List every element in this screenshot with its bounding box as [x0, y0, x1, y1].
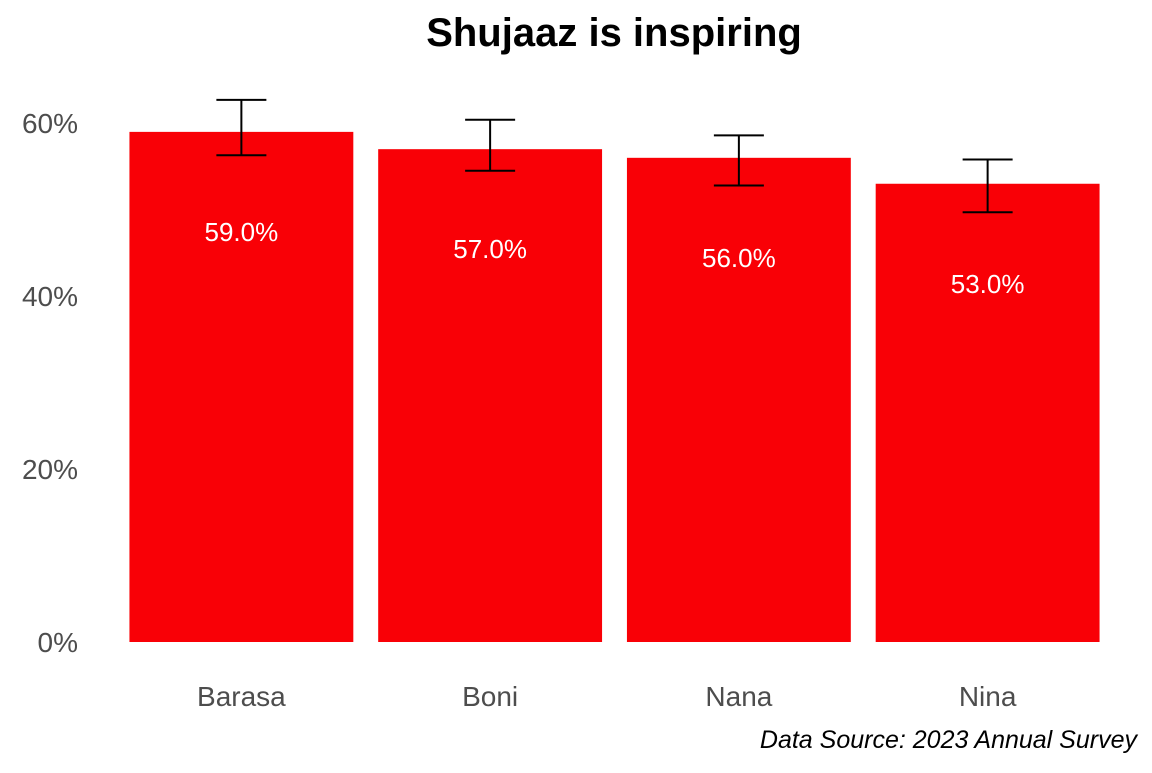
- y-tick-label-20: 20%: [22, 454, 78, 485]
- y-tick-label-60: 60%: [22, 108, 78, 139]
- bar-value-label-nina: 53.0%: [951, 269, 1025, 299]
- bars-layer: [129, 131, 1100, 643]
- bar-labels-layer: 59.0% 57.0% 56.0% 53.0%: [205, 217, 1025, 299]
- x-tick-label-boni: Boni: [462, 681, 518, 712]
- y-tick-label-40: 40%: [22, 281, 78, 312]
- x-tick-label-nina: Nina: [959, 681, 1017, 712]
- bar-barasa: [129, 131, 354, 642]
- y-axis: 0% 20% 40% 60%: [22, 108, 78, 658]
- x-axis: Barasa Boni Nana Nina: [197, 681, 1017, 712]
- bar-nana: [626, 157, 851, 643]
- y-tick-label-0: 0%: [38, 627, 78, 658]
- bar-value-label-boni: 57.0%: [453, 234, 527, 264]
- x-tick-label-nana: Nana: [705, 681, 772, 712]
- bar-nina: [875, 183, 1100, 642]
- bar-boni: [378, 149, 603, 642]
- chart-title: Shujaaz is inspiring: [426, 11, 802, 55]
- data-source-caption: Data Source: 2023 Annual Survey: [760, 726, 1139, 754]
- bar-value-label-nana: 56.0%: [702, 243, 776, 273]
- bar-value-label-barasa: 59.0%: [205, 217, 279, 247]
- x-tick-label-barasa: Barasa: [197, 681, 286, 712]
- error-bars-layer: [216, 98, 1013, 214]
